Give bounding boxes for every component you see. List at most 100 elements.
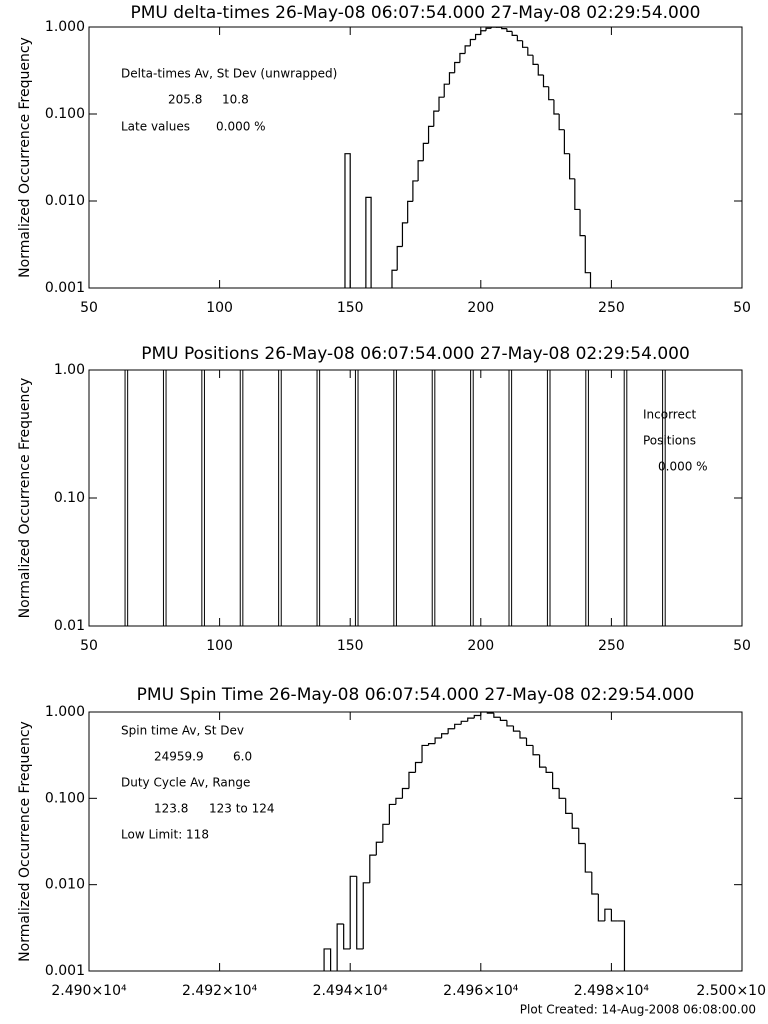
histogram-step (433, 110, 440, 127)
x-tick-label: 100 (206, 638, 233, 654)
histogram-step (417, 160, 424, 181)
histogram-step (548, 86, 554, 101)
bar (393, 369, 397, 627)
histogram-step (343, 924, 351, 950)
bar (662, 369, 666, 627)
histogram-step (545, 767, 553, 773)
histogram-step (323, 948, 332, 971)
histogram-step (552, 772, 560, 790)
bar (162, 369, 167, 627)
x-tick-label: 200 (467, 300, 494, 316)
annotation: Duty Cycle Av, Range (121, 776, 250, 790)
histogram-step (610, 909, 618, 922)
histogram-step (506, 28, 513, 32)
annotation: Positions (643, 434, 696, 448)
histogram-step (525, 737, 534, 747)
x-tick-label: 150 (337, 638, 364, 654)
histogram-step (490, 26, 497, 29)
x-tick-label: 2.494×10⁴ (313, 983, 389, 999)
chart-title: PMU Spin Time 26-May-08 06:07:54.000 27-… (137, 685, 695, 705)
histogram-step (464, 45, 471, 54)
x-tick-label: 2.498×10⁴ (574, 983, 650, 999)
histogram-step (469, 38, 476, 46)
bar (431, 369, 436, 627)
x-tick-label: 2.490×10⁴ (51, 983, 127, 999)
plot-frame (88, 711, 743, 972)
histogram-step (617, 920, 626, 971)
y-tick-label: 0.001 (45, 963, 85, 979)
histogram-step (578, 828, 586, 845)
histogram-step (362, 882, 370, 949)
bar (470, 369, 474, 627)
annotation: Low Limit: 118 (121, 828, 209, 842)
y-tick-label: 1.000 (45, 704, 85, 720)
histogram-step (349, 875, 357, 949)
histogram-step (537, 64, 544, 76)
histogram-step (474, 33, 481, 40)
histogram-step (438, 96, 445, 112)
histogram-step (454, 723, 462, 729)
histogram-step (579, 209, 586, 237)
y-tick-label: 0.001 (45, 280, 85, 296)
bar (239, 369, 244, 627)
bar (316, 369, 321, 627)
histogram-step (512, 725, 520, 732)
x-tick-label: 50 (80, 300, 98, 316)
histogram-step (584, 235, 592, 288)
histogram-step (434, 737, 442, 744)
histogram-step (532, 745, 540, 756)
histogram-step (441, 733, 449, 738)
y-tick-label: 0.100 (45, 106, 85, 122)
histogram-step (501, 27, 507, 30)
histogram-step (401, 787, 409, 799)
histogram-step (527, 47, 534, 56)
bar (354, 369, 359, 627)
histogram-step (408, 771, 416, 789)
histogram-step (574, 178, 581, 211)
bar (546, 369, 551, 627)
histogram-step (486, 712, 494, 714)
histogram-step (365, 196, 372, 288)
bar (508, 369, 513, 627)
histogram-step (511, 31, 518, 36)
histogram-step (447, 728, 455, 734)
histogram-step (480, 711, 488, 716)
bar (278, 369, 282, 627)
histogram-step (584, 843, 592, 873)
histogram-step (369, 854, 377, 883)
annotation: 205.8 (168, 93, 202, 107)
annotation: 6.0 (233, 750, 252, 764)
histogram-step (532, 55, 539, 65)
annotation: 0.000 % (658, 460, 708, 474)
histogram-step (516, 35, 523, 42)
histogram-step (499, 717, 507, 721)
histogram-step (459, 52, 466, 63)
x-tick-label: 2.500×10 (696, 983, 766, 999)
annotation: Late values (121, 120, 190, 134)
histogram-step (519, 731, 527, 739)
histogram-step (427, 125, 434, 144)
histogram-step (407, 200, 413, 223)
histogram-step (336, 923, 344, 971)
bar (585, 369, 589, 627)
histogram-step (356, 876, 364, 950)
annotation: Spin time Av, St Dev (121, 724, 244, 738)
x-tick-label: 50 (80, 638, 98, 654)
chart-title: PMU Positions 26-May-08 06:07:54.000 27-… (141, 344, 690, 364)
histogram-step (448, 72, 455, 85)
histogram-step (538, 754, 547, 768)
histogram-step (467, 717, 475, 722)
histogram-step (521, 40, 528, 48)
histogram-step (401, 222, 408, 247)
histogram-step (480, 30, 487, 35)
x-tick-label: 50 (733, 638, 751, 654)
histogram-step (427, 743, 436, 746)
histogram-step (542, 74, 549, 88)
histogram-step (454, 61, 460, 73)
histogram-step (604, 908, 612, 921)
annotation: Incorrect (643, 408, 696, 422)
y-axis-label: Normalized Occurrence Frequency (17, 378, 33, 619)
histogram-step (558, 114, 565, 131)
annotation: 10.8 (222, 93, 249, 107)
